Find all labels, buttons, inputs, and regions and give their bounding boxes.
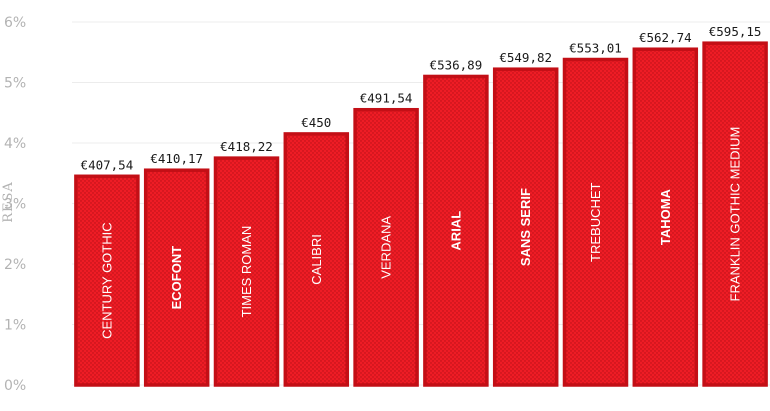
category-label: TAHOMA: [658, 188, 673, 245]
bar: [213, 156, 280, 387]
bar: [562, 57, 629, 387]
data-label: €410,17: [150, 151, 203, 166]
category-label: ECOFONT: [169, 246, 184, 310]
category-label: TIMES ROMAN: [239, 226, 254, 318]
category-label: ARIAL: [448, 211, 463, 251]
bar: [632, 47, 699, 387]
data-label: €407,54: [81, 157, 134, 172]
y-tick-label: 3%: [4, 197, 26, 213]
bars: [74, 41, 768, 387]
y-tick-label: 6%: [4, 15, 26, 31]
bar: [283, 132, 350, 387]
data-label: €418,22: [220, 139, 273, 154]
bar: [492, 67, 559, 387]
data-label: €536,89: [430, 57, 483, 72]
data-label: €553,01: [569, 41, 622, 56]
bar: [353, 107, 419, 387]
data-label: €595,15: [709, 24, 762, 39]
y-axis-label: RESA: [1, 181, 16, 223]
data-label: €450: [301, 115, 331, 130]
y-tick-label: 0%: [4, 378, 26, 394]
bar: [74, 174, 140, 387]
data-label: €562,74: [639, 30, 692, 45]
y-axis-ticks: 0% 1% 2% 3% 4% 5% 6%: [4, 15, 26, 394]
y-tick-label: 1%: [4, 318, 26, 334]
category-label: CENTURY GOTHIC: [99, 222, 114, 339]
category-label: FRANKLIN GOTHIC MEDIUM: [728, 127, 743, 302]
data-label: €549,82: [499, 50, 552, 65]
bar: [423, 74, 489, 387]
category-labels: CENTURY GOTHIC ECOFONT TIMES ROMAN CALIBRI V…: [99, 127, 742, 339]
data-labels: €407,54 €410,17 €418,22 €450 €491,54 €536,89 €…: [81, 24, 762, 172]
category-label: TREBUCHET: [588, 182, 603, 262]
category-label: SANS SERIF: [518, 188, 533, 266]
y-tick-label: 2%: [4, 257, 26, 273]
bar: [143, 168, 210, 387]
y-tick-label: 4%: [4, 136, 26, 152]
category-label: CALIBRI: [309, 234, 324, 285]
data-label: €491,54: [360, 91, 413, 106]
bar: [702, 41, 768, 387]
category-label: VERDANA: [379, 216, 394, 279]
y-tick-label: 5%: [4, 76, 26, 92]
